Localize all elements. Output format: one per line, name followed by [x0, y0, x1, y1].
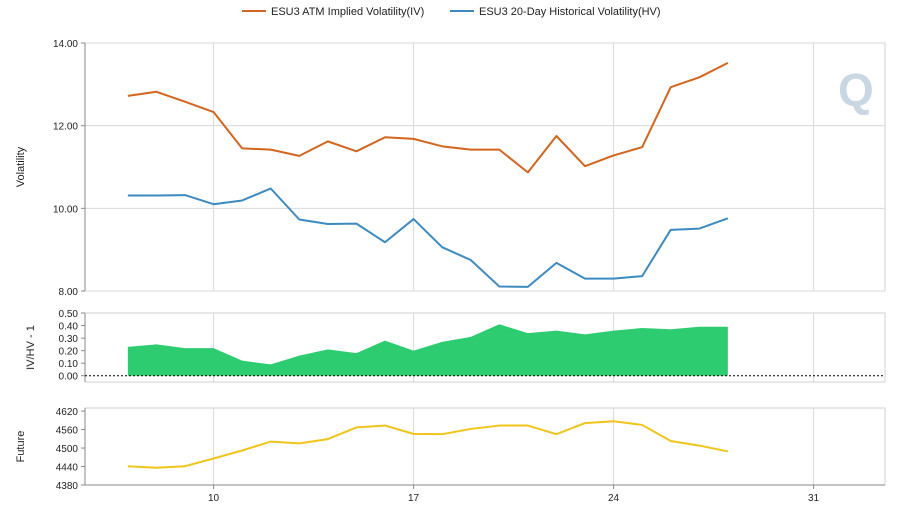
- x-tick-label: 31: [808, 493, 820, 504]
- y-tick-label: 14.00: [53, 39, 78, 50]
- volatility-panel: 8.00 10.00 12.00 14.00 Volatility: [15, 39, 885, 298]
- iv-series-line: [128, 63, 728, 173]
- q-logo-icon: Q: [838, 64, 874, 116]
- y-tick-label: 0.10: [59, 359, 79, 370]
- y-tick-label: 0.40: [59, 322, 79, 333]
- x-tick-label: 17: [408, 493, 420, 504]
- y-axis-label: Volatility: [15, 146, 27, 187]
- future-series-line: [128, 421, 728, 468]
- y-tick-label: 4380: [56, 481, 79, 492]
- legend: ESU3 ATM Implied Volatility(IV) ESU3 20-…: [242, 6, 661, 18]
- legend-label-iv: ESU3 ATM Implied Volatility(IV): [271, 6, 424, 18]
- x-tick-label: 10: [208, 493, 220, 504]
- y-axis-label: IV/HV - 1: [25, 325, 37, 370]
- y-axis-label: Future: [15, 431, 27, 463]
- y-tick-label: 4620: [56, 407, 79, 418]
- y-tick-label: 4500: [56, 444, 79, 455]
- y-tick-label: 10.00: [53, 204, 78, 215]
- y-tick-label: 0.50: [59, 309, 79, 320]
- y-tick-label: 12.00: [53, 122, 78, 133]
- y-tick-label: 8.00: [59, 287, 79, 298]
- plot-frame: [85, 43, 885, 291]
- iv-hv-ratio-panel: 0.00 0.100.20 0.300.40 0.50 IV/HV - 1: [25, 309, 885, 383]
- hv-series-line: [128, 188, 728, 286]
- plot-frame: [85, 408, 885, 485]
- y-tick-label: 4440: [56, 463, 79, 474]
- future-price-panel: 4380 4440 4500 4560 4620 Future 10 17 24 31: [15, 407, 885, 504]
- legend-label-hv: ESU3 20-Day Historical Volatility(HV): [479, 6, 661, 18]
- y-tick-label: 0.20: [59, 347, 79, 358]
- x-tick-label: 24: [608, 493, 620, 504]
- y-tick-label: 0.30: [59, 334, 79, 345]
- ratio-area: [128, 324, 728, 375]
- y-tick-label: 4560: [56, 426, 79, 437]
- q-logo-watermark: Q: [838, 64, 874, 116]
- y-tick-label: 0.00: [59, 372, 79, 383]
